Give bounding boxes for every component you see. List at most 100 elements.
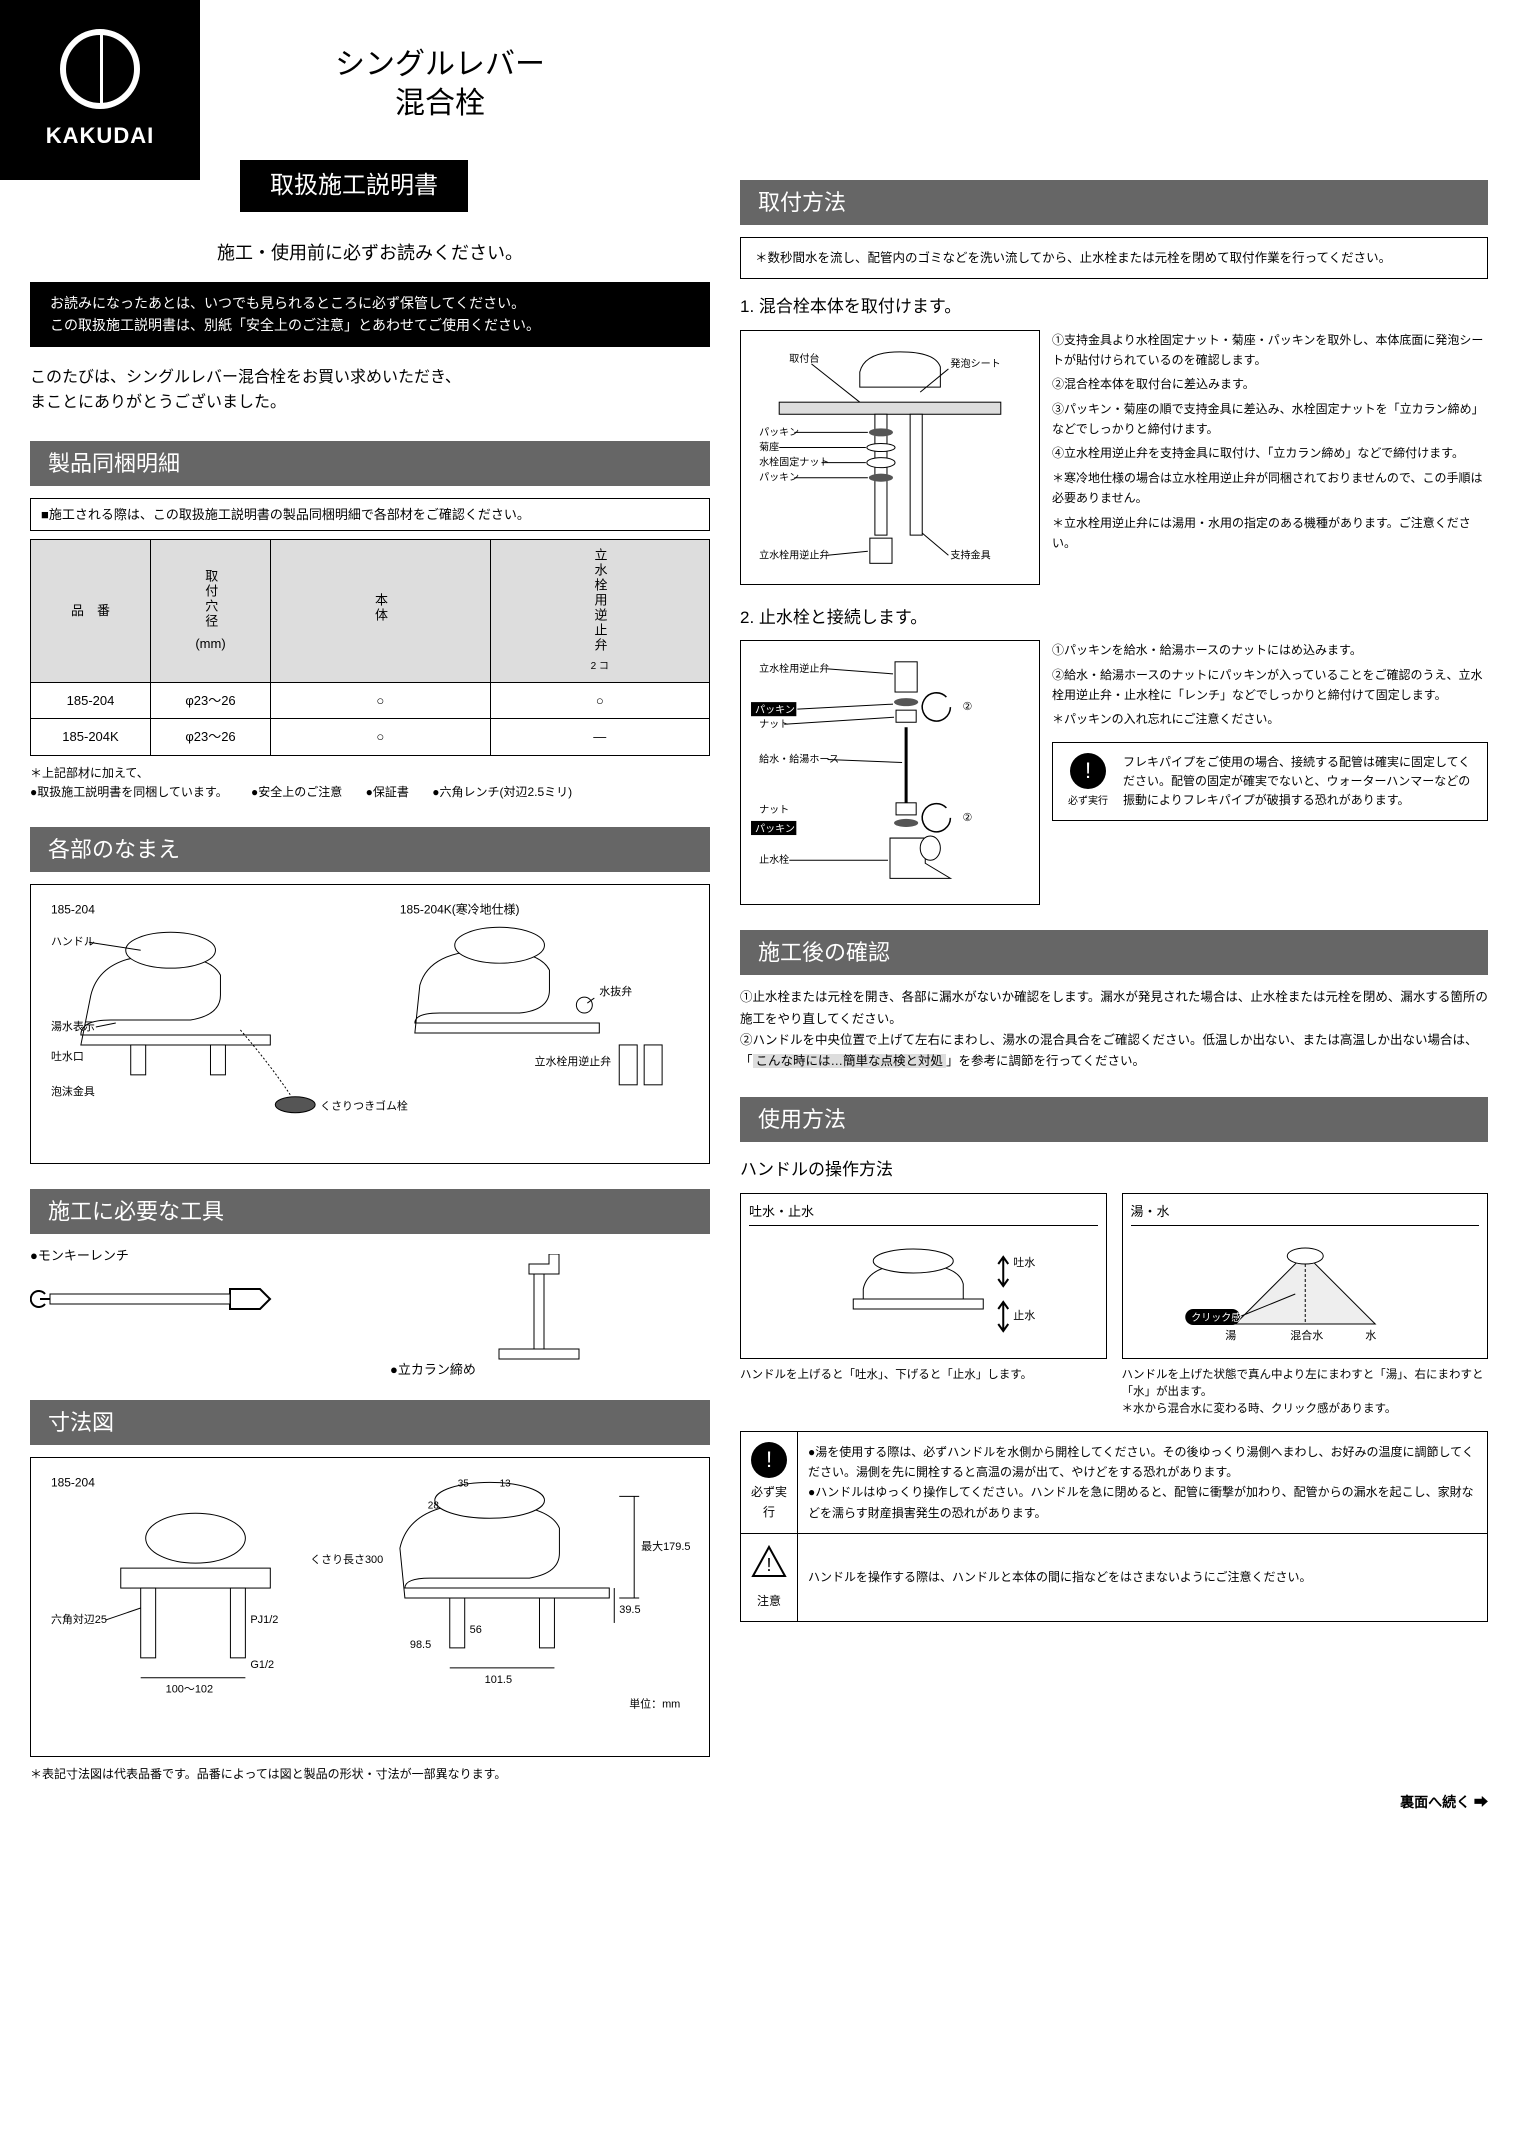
handle-onoff-box: 吐水・止水 吐水 止水 [740,1193,1107,1359]
svg-text:単位：mm: 単位：mm [629,1697,680,1711]
svg-text:立水栓用逆止弁: 立水栓用逆止弁 [759,662,829,675]
dimension-note: ＊表記寸法図は代表品番です。品番によっては図と製品の形状・寸法が一部異なります。 [30,1765,710,1783]
step1-text: ①支持金具より水栓固定ナット・菊座・パッキンを取外し、本体底面に発泡シートが貼付… [1052,330,1488,585]
svg-text:混合水: 混合水 [1290,1328,1323,1342]
svg-text:56: 56 [470,1624,482,1636]
svg-text:28: 28 [428,1500,440,1511]
flex-pipe-warning: フレキパイプをご使用の場合、接続する配管は確実に固定してください。配管の固定が確… [1123,753,1477,811]
section-parts-header: 製品同梱明細 [30,441,710,486]
product-title: シングルレバー 混合栓 [200,45,680,123]
logo-icon [60,29,140,109]
after-check-2: ②ハンドルを中央位置で上げて左右にまわし、湯水の混合具合をご確認ください。低温し… [740,1030,1488,1073]
svg-text:湯水表示: 湯水表示 [51,1019,95,1033]
parts-table: 品 番 取付穴径 (mm) 本体 立水栓用逆止弁 2 コ [30,539,710,756]
svg-text:水: 水 [1365,1329,1376,1342]
install-pre-note: ＊数秒間水を流し、配管内のゴミなどを洗い流してから、止水栓または元栓を閉めて取付… [740,237,1488,279]
step2-text: ①パッキンを給水・給湯ホースのナットにはめ込みます。 ②給水・給湯ホースのナット… [1052,640,1488,905]
handle-op-title: ハンドルの操作方法 [740,1157,1488,1183]
step1-svg: 取付台 発泡シート パッキン 菊座 [749,339,1031,576]
parts-table-footer: ＊上記部材に加えて、 ●取扱施工説明書を同梱しています。 ●安全上のご注意 ●保… [30,764,710,802]
svg-text:パッキン: パッキン [759,426,799,438]
svg-text:吐水: 吐水 [1013,1256,1035,1269]
caution-text: ハンドルを操作する際は、ハンドルと本体の間に指などをはさまないようにご注意くださ… [798,1534,1488,1622]
parts-check-note: ■施工される際は、この取扱施工説明書の製品同梱明細で各部材をご確認ください。 [30,498,710,532]
svg-text:185-204K(寒冷地仕様): 185-204K(寒冷地仕様) [400,902,520,917]
must-do-text: ●湯を使用する際は、必ずハンドルを水側から開栓してください。その後ゆっくり湯側へ… [798,1431,1488,1534]
th-body: 本体 [271,540,491,683]
svg-text:35: 35 [458,1478,470,1489]
svg-text:ハンドル: ハンドル [51,937,95,949]
continue-footer: 裏面へ続く [1400,1792,1488,1813]
tool-basin-wrench: ●立カラン締め [390,1246,710,1380]
basin-wrench-icon [479,1254,599,1374]
svg-text:最大179.5: 最大179.5 [641,1539,690,1553]
table-row: 185-204K φ23～26 ○ — [31,719,710,756]
section-usage-header: 使用方法 [740,1097,1488,1142]
svg-text:ナット: ナット [759,804,789,816]
onoff-caption: ハンドルを上げると「吐水」、下げると「止水」します。 [740,1367,1107,1419]
section-install-header: 取付方法 [740,180,1488,225]
parts-names-diagram: 185-204 ハンドル 湯水表示 吐水口 泡沫金具 くさりつきゴム栓 [30,884,710,1164]
svg-text:PJ1/2: PJ1/2 [250,1614,278,1626]
svg-text:立水栓用逆止弁: 立水栓用逆止弁 [759,548,829,561]
after-check-list: ①止水栓または元栓を開き、各部に漏水がないか確認をします。漏水が発見された場合は… [740,987,1488,1072]
th-model: 品 番 [31,540,151,683]
svg-text:98.5: 98.5 [410,1639,431,1651]
svg-text:くさりつきゴム栓: くさりつきゴム栓 [320,1099,408,1113]
svg-text:クリック感: クリック感 [1191,1311,1241,1324]
hotcold-svg: 湯 混合水 水 クリック感 [1131,1234,1480,1344]
must-do-icon: ! 必ず実行 [1063,753,1113,810]
svg-text:185-204: 185-204 [51,903,95,917]
dimension-svg: 185-204 最大179.5 39.5 101.5 9 [41,1468,699,1748]
thanks-message: このたびは、シングルレバー混合栓をお買い求めいただき、 まことにありがとうござい… [30,365,710,416]
svg-text:水抜弁: 水抜弁 [599,984,632,998]
svg-text:185-204: 185-204 [51,1475,95,1489]
svg-text:泡沫金具: 泡沫金具 [51,1084,95,1098]
svg-text:パッキン: パッキン [755,704,795,716]
product-title-line1: シングルレバー [335,48,545,81]
th-hole: 取付穴径 (mm) [151,540,271,683]
onoff-svg: 吐水 止水 [749,1234,1098,1344]
caution-icon: ! [751,1544,787,1580]
svg-text:くさり長さ300: くさり長さ300 [310,1553,383,1566]
svg-text:13: 13 [500,1478,512,1489]
hotcold-caption: ハンドルを上げた状態で真ん中より左にまわすと「湯」、右にまわすと「水」が出ます。… [1122,1367,1489,1419]
product-title-line2: 混合栓 [395,87,485,120]
brand-logo-block: KAKUDAI [0,0,200,180]
tools-row: ●モンキーレンチ ●立カラン締め [30,1246,710,1380]
pre-read-notice: 施工・使用前に必ずお読みください。 [30,240,710,267]
svg-text:菊座: 菊座 [759,440,779,453]
svg-text:支持金具: 支持金具 [950,548,990,561]
svg-text:吐水口: 吐水口 [51,1050,84,1063]
svg-text:パッキン: パッキン [755,823,795,835]
th-valve: 立水栓用逆止弁 2 コ [490,540,710,683]
storage-note-l1: お読みになったあとは、いつでも見られるところに必ず保管してください。 [50,295,525,311]
svg-text:101.5: 101.5 [485,1674,512,1686]
svg-text:②: ② [963,701,973,713]
storage-note: お読みになったあとは、いつでも見られるところに必ず保管してください。 この取扱施… [30,282,710,347]
svg-text:発泡シート: 発泡シート [950,356,1000,369]
wrench-icon [30,1274,290,1324]
brand-name: KAKUDAI [46,119,154,152]
svg-text:G1/2: G1/2 [250,1659,274,1671]
step1-title: 1. 混合栓本体を取付けます。 [740,294,1488,320]
svg-text:取付台: 取付台 [789,351,819,364]
section-after-check-header: 施工後の確認 [740,930,1488,975]
svg-text:立水栓用逆止弁: 立水栓用逆止弁 [535,1054,612,1068]
tool-wrench: ●モンキーレンチ [30,1246,350,1380]
safety-table: ! 必ず実行 ●湯を使用する際は、必ずハンドルを水側から開栓してください。その後… [740,1431,1488,1622]
table-row: 185-204 φ23～26 ○ ○ [31,682,710,719]
svg-text:39.5: 39.5 [619,1604,640,1616]
section-dimensions-header: 寸法図 [30,1400,710,1445]
handle-hotcold-box: 湯・水 湯 混合水 水 クリック感 [1122,1193,1489,1359]
caution-cell: ! 注意 [741,1534,798,1622]
svg-text:水栓固定ナット: 水栓固定ナット [759,455,829,468]
svg-text:②: ② [963,812,973,824]
storage-note-l2: この取扱施工説明書は、別紙「安全上のご注意」とあわせてご使用ください。 [50,317,540,333]
section-names-header: 各部のなまえ [30,827,710,872]
svg-text:六角対辺25: 六角対辺25 [51,1612,107,1626]
svg-text:パッキン: パッキン [759,471,799,483]
svg-text:止水栓: 止水栓 [759,853,789,866]
step2-svg: 立水栓用逆止弁 パッキン ナット ② 給水・給湯ホース [749,649,1031,896]
svg-text:!: ! [766,1555,771,1575]
